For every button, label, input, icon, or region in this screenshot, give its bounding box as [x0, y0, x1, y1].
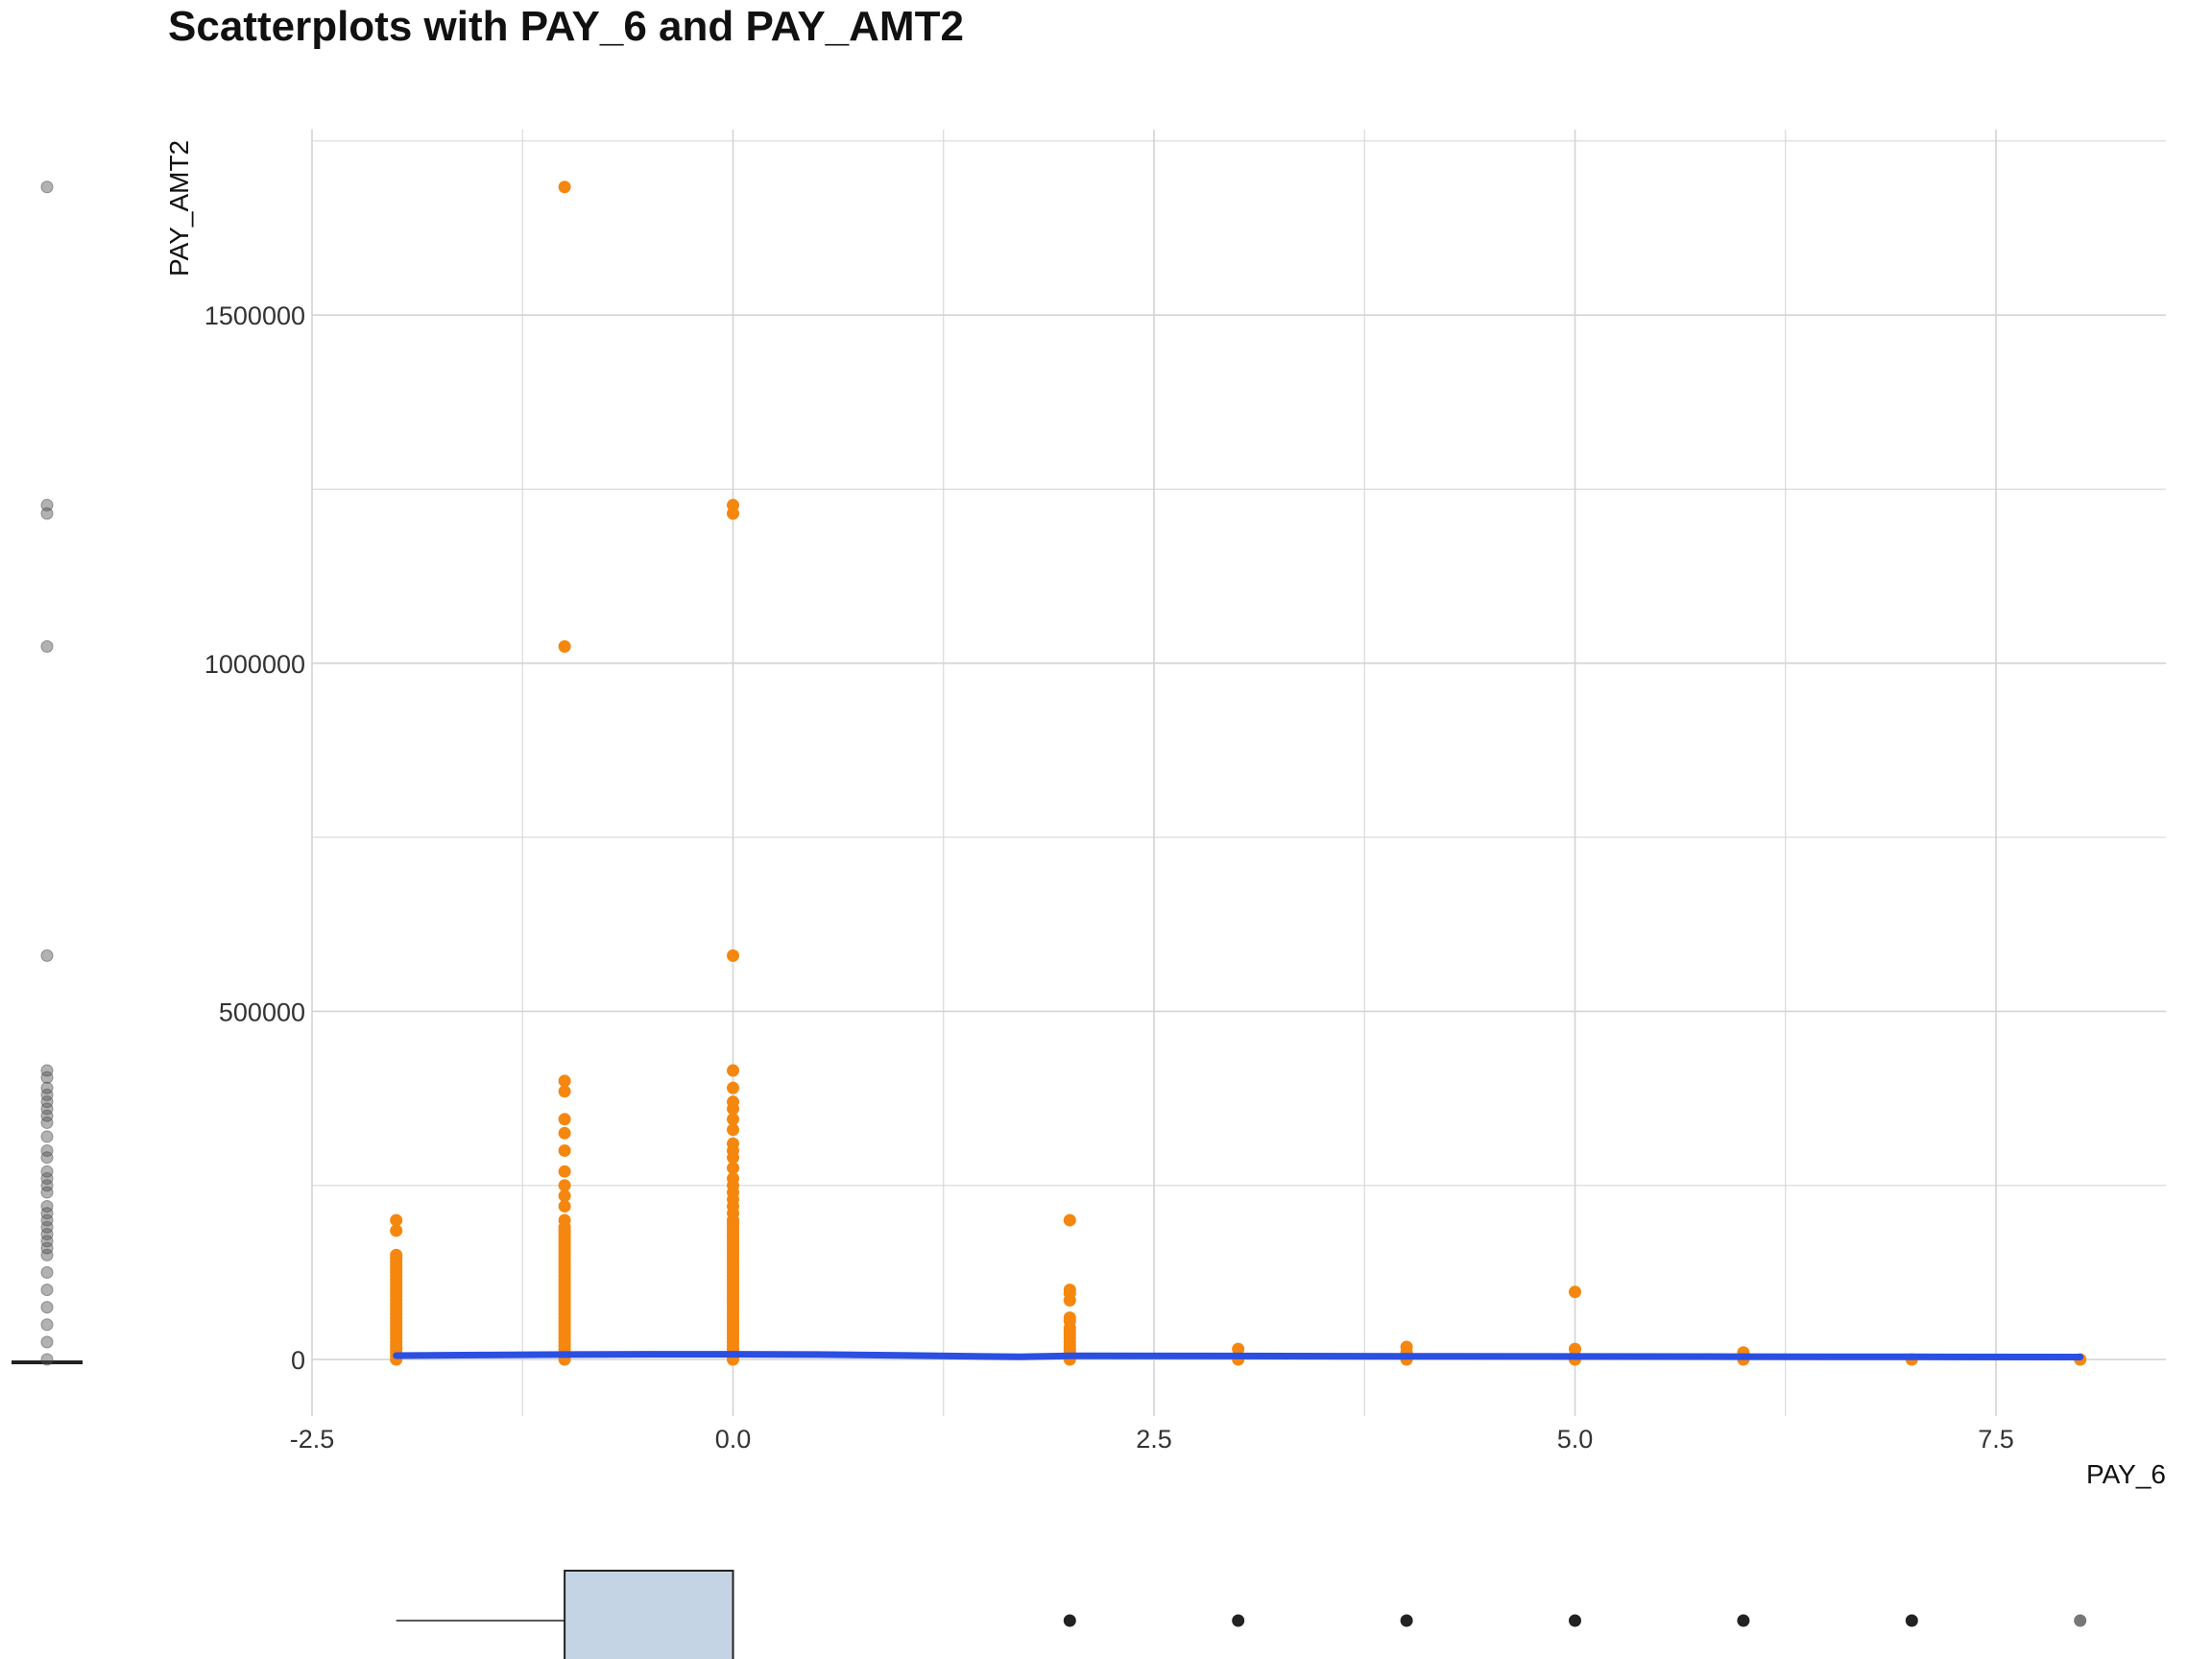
y-outlier-point — [40, 639, 54, 653]
y-outlier-point — [40, 1070, 54, 1084]
y-tick-label: 1500000 — [204, 301, 305, 330]
data-point — [727, 1137, 739, 1150]
data-point — [727, 1095, 739, 1109]
y-tick-label: 500000 — [219, 998, 305, 1026]
x-tick-label: 0.0 — [715, 1425, 752, 1454]
y-outlier-point — [40, 1186, 54, 1199]
chart-title: Scatterplots with PAY_6 and PAY_AMT2 — [168, 3, 964, 50]
data-point — [1063, 1310, 1076, 1324]
data-point — [1400, 1340, 1413, 1354]
data-point — [1232, 1342, 1245, 1356]
x-tick-labels: -2.5 0.0 2.5 5.0 7.5 — [290, 1425, 2014, 1454]
y-outlier-point — [40, 1265, 54, 1279]
x-outlier-point — [2074, 1614, 2087, 1627]
data-point — [558, 180, 571, 194]
data-point — [558, 1113, 571, 1126]
x-tick-label: 5.0 — [1557, 1425, 1594, 1454]
data-point — [1063, 1283, 1076, 1296]
y-outlier-point — [40, 1151, 54, 1165]
y-outlier-point — [40, 498, 54, 512]
x-outlier-point — [1569, 1614, 1581, 1627]
y-outlier-point — [40, 1109, 54, 1122]
data-point — [1569, 1342, 1581, 1356]
y-axis-label: PAY_AMT2 — [164, 140, 194, 276]
y-outlier-point — [40, 1235, 54, 1248]
smooth-line — [393, 1351, 2084, 1360]
y-outlier-point — [40, 1214, 54, 1227]
y-marginal-boxplot — [12, 180, 83, 1366]
y-tick-label: 0 — [291, 1346, 305, 1375]
data-point — [727, 949, 739, 962]
data-point — [727, 1113, 739, 1126]
x-tick-label: 2.5 — [1136, 1425, 1172, 1454]
grid-lines — [311, 130, 2166, 1416]
data-point — [558, 1085, 571, 1098]
y-outlier-point — [40, 1165, 54, 1178]
data-point — [390, 1248, 403, 1262]
data-point — [727, 1171, 739, 1185]
y-outlier-point — [40, 1088, 54, 1101]
data-point — [558, 1165, 571, 1178]
y-outlier-point — [40, 1318, 54, 1332]
y-outlier-point — [40, 1095, 54, 1109]
data-point — [558, 1126, 571, 1140]
y-outlier-point — [40, 1301, 54, 1314]
data-point — [390, 1214, 403, 1227]
data-point — [727, 498, 739, 512]
y-outlier-point — [40, 1081, 54, 1094]
y-outlier-point — [40, 1248, 54, 1262]
x-outlier-point — [1737, 1614, 1750, 1627]
x-outlier-point — [1232, 1614, 1245, 1627]
data-point — [558, 1179, 571, 1192]
x-outlier-point — [1400, 1614, 1413, 1627]
y-outlier-point — [40, 1143, 54, 1157]
scatter-points — [390, 180, 2087, 1366]
x-boxplot-box — [564, 1570, 734, 1659]
data-point — [727, 1064, 739, 1077]
y-outlier-point — [40, 1116, 54, 1129]
data-point — [1063, 1214, 1076, 1227]
y-outlier-point — [40, 1220, 54, 1234]
y-outlier-point — [40, 1207, 54, 1220]
y-outlier-point — [40, 1102, 54, 1116]
y-outlier-point — [40, 1130, 54, 1143]
y-outlier-point — [40, 1353, 54, 1366]
data-point — [558, 1074, 571, 1088]
y-outlier-point — [40, 180, 54, 194]
data-point — [727, 1162, 739, 1175]
x-outlier-point — [1063, 1614, 1076, 1627]
y-outlier-point — [40, 1241, 54, 1255]
y-outlier-point — [40, 949, 54, 962]
data-point — [558, 1214, 571, 1227]
x-marginal-boxplot — [396, 1570, 2087, 1659]
data-point — [727, 1081, 739, 1094]
data-point — [558, 1143, 571, 1157]
x-axis-label: PAY_6 — [2086, 1459, 2166, 1489]
y-outlier-point — [40, 1283, 54, 1296]
y-outlier-point — [40, 1227, 54, 1240]
data-point — [727, 1123, 739, 1137]
y-outlier-point — [40, 1179, 54, 1192]
y-outlier-point — [40, 1199, 54, 1213]
data-point — [558, 1190, 571, 1203]
y-tick-label: 1000000 — [204, 650, 305, 679]
y-outlier-point — [40, 1171, 54, 1185]
y-outlier-point — [40, 1064, 54, 1077]
y-outlier-point — [40, 1335, 54, 1349]
data-point — [390, 1224, 403, 1238]
y-tick-labels: 0 500000 1000000 1500000 — [204, 301, 305, 1375]
data-point — [1569, 1286, 1581, 1299]
x-tick-label: 7.5 — [1978, 1425, 2014, 1454]
data-point — [558, 639, 571, 653]
x-tick-label: -2.5 — [290, 1425, 335, 1454]
x-outlier-point — [1905, 1614, 1918, 1627]
data-point — [558, 1199, 571, 1213]
